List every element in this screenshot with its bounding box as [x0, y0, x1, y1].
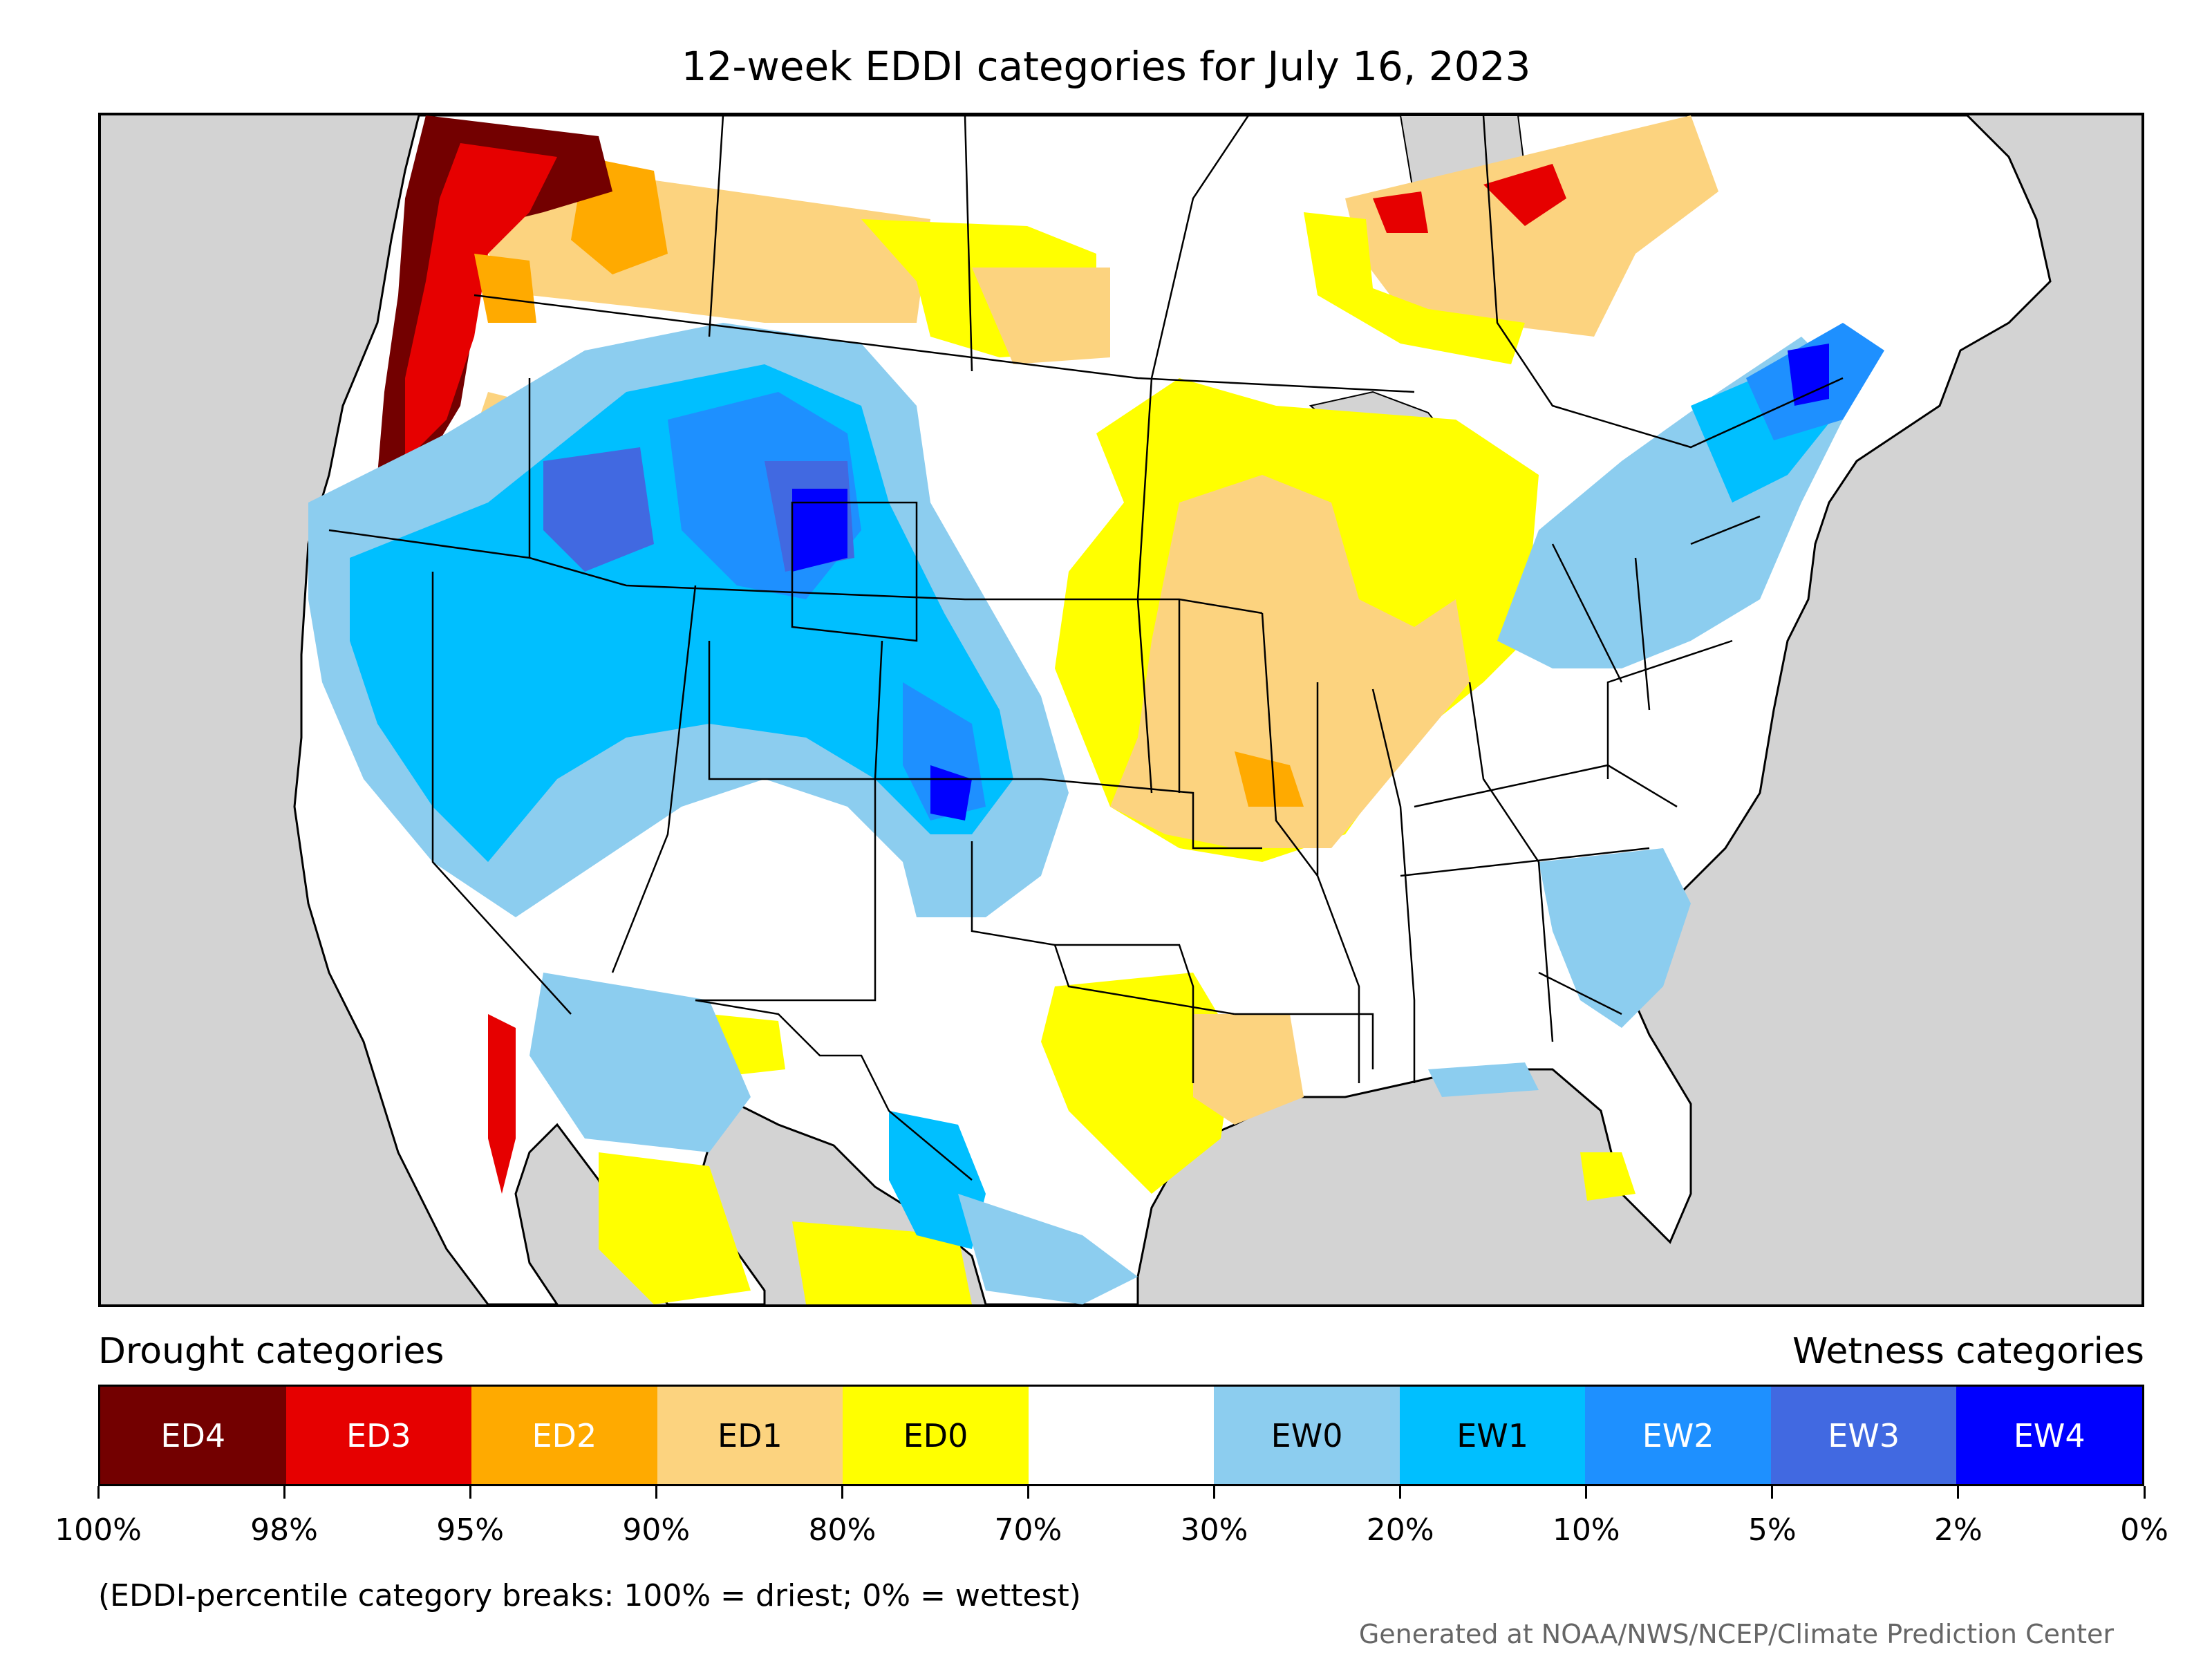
- tick-label: 100%: [55, 1512, 142, 1548]
- legend-swatch-ew3: EW3: [1770, 1387, 1957, 1484]
- ew0-gulf: [1428, 1062, 1539, 1097]
- wetness-areas: [308, 323, 1884, 1304]
- ew0-mexico: [529, 973, 751, 1152]
- tick-label: 20%: [1366, 1512, 1434, 1548]
- ew2-rockies: [668, 392, 986, 821]
- map-panel: [98, 113, 2144, 1307]
- drought-categories-title: Drought categories: [98, 1331, 444, 1372]
- ed0-florida: [1580, 1152, 1635, 1201]
- credit-line: Generated at NOAA/NWS/NCEP/Climate Predi…: [1358, 1619, 2114, 1649]
- ew0-texas: [958, 1194, 1138, 1304]
- colorbar-ticks: [97, 1486, 2146, 1500]
- ed1-canada-central: [972, 268, 1110, 364]
- colorbar-tick: [2143, 1486, 2146, 1499]
- ed1-louisiana: [1193, 1014, 1304, 1125]
- tick-label: 80%: [808, 1512, 877, 1548]
- tick-label: 98%: [250, 1512, 318, 1548]
- ed1-midwest: [1110, 475, 1470, 848]
- tick-label: 0%: [2120, 1512, 2168, 1548]
- wetness-categories-title: Wetness categories: [1792, 1331, 2144, 1372]
- legend-swatch-ew0: EW0: [1214, 1387, 1400, 1484]
- legend-swatch-ed3: ED3: [285, 1387, 472, 1484]
- colorbar-tick: [97, 1486, 100, 1499]
- ew4-wyoming: [792, 489, 972, 821]
- legend-swatch-normal: [1028, 1387, 1215, 1484]
- ed0-mexico: [599, 1152, 972, 1304]
- ed0-canada-east: [1304, 212, 1525, 364]
- tick-label: 90%: [622, 1512, 691, 1548]
- colorbar: ED4 ED3 ED2 ED1 ED0 EW0 EW1 EW2 EW3 EW4: [98, 1385, 2144, 1486]
- legend-swatch-ew1: EW1: [1399, 1387, 1586, 1484]
- ed3-pacific-nw: [405, 143, 557, 461]
- colorbar-tick: [1957, 1486, 1960, 1499]
- legend-swatch-ed2: ED2: [471, 1387, 657, 1484]
- ed3-canada-east: [1373, 164, 1566, 233]
- colorbar-tick: [1585, 1486, 1588, 1499]
- colorbar-tick: [1027, 1486, 1029, 1499]
- ed0-texas: [1041, 973, 1235, 1194]
- colorbar-tick: [1399, 1486, 1402, 1499]
- tick-label: 2%: [1934, 1512, 1983, 1548]
- map-title: 12-week EDDI categories for July 16, 202…: [681, 43, 1531, 90]
- colorbar-tick: [841, 1486, 843, 1499]
- eddi-map: [293, 115, 2052, 1304]
- colorbar-tick: [1771, 1486, 1774, 1499]
- tick-label: 70%: [994, 1512, 1062, 1548]
- legend-swatch-ew2: EW2: [1585, 1387, 1771, 1484]
- tick-label: 10%: [1552, 1512, 1620, 1548]
- tick-label: 5%: [1747, 1512, 1797, 1548]
- colorbar-tick: [655, 1486, 657, 1499]
- ed1-canada-east: [1345, 115, 1718, 337]
- legend-swatch-ew4: EW4: [1956, 1387, 2143, 1484]
- ed2-missouri: [1235, 751, 1304, 807]
- tick-label: 30%: [1180, 1512, 1248, 1548]
- legend-swatch-ed0: ED0: [843, 1387, 1029, 1484]
- legend-swatch-ed1: ED1: [657, 1387, 843, 1484]
- ew4-maine: [1788, 344, 1829, 406]
- ew1-texas: [889, 1111, 986, 1249]
- ed3-baja: [488, 1014, 516, 1194]
- political-borders: [328, 115, 1844, 1181]
- colorbar-tick: [469, 1486, 471, 1499]
- ew0-carolinas: [1539, 848, 1691, 1028]
- colorbar-tick: [1213, 1486, 1216, 1499]
- tick-label: 95%: [436, 1512, 505, 1548]
- legend-swatch-ed4: ED4: [100, 1387, 286, 1484]
- colorbar-tick: [283, 1486, 285, 1499]
- drought-areas: [377, 115, 1718, 1304]
- ed2-oregon: [474, 254, 536, 323]
- category-note: (EDDI-percentile category breaks: 100% =…: [98, 1578, 1081, 1613]
- ew3-rockies: [543, 447, 854, 572]
